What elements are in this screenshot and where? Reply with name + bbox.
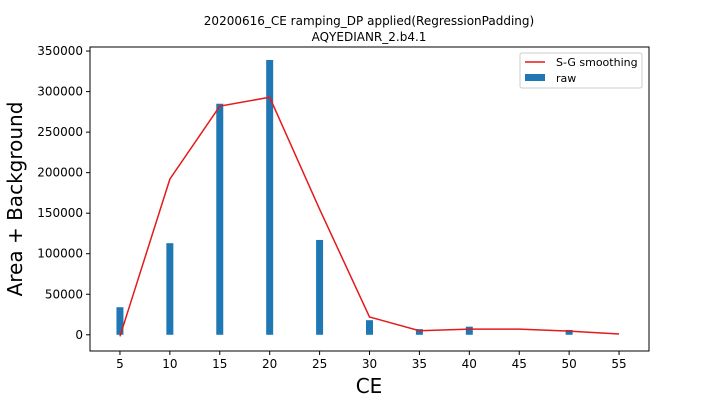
y-tick-label: 0	[75, 328, 83, 342]
x-tick-label: 50	[562, 357, 577, 371]
y-tick-label: 100000	[37, 247, 83, 261]
bar	[216, 103, 224, 335]
smoothing-line	[119, 96, 620, 337]
plot-frame	[89, 46, 650, 352]
legend: S-G smoothing raw	[519, 52, 643, 89]
x-tick-label: 25	[312, 357, 327, 371]
x-tick-label: 40	[462, 357, 477, 371]
bar	[166, 243, 174, 335]
y-tick-label: 200000	[37, 166, 83, 180]
bar	[316, 239, 324, 335]
legend-label-sg-smoothing: S-G smoothing	[556, 56, 638, 69]
x-tick-label: 10	[162, 357, 177, 371]
y-tick-label: 150000	[37, 206, 83, 220]
x-axis-ticks: 5 10 15 20 25 30 35 40 45 50 55	[116, 351, 627, 371]
legend-label-raw: raw	[556, 72, 576, 85]
bar	[415, 329, 423, 335]
chart-subtitle: AQYEDIANR_2.b4.1	[312, 30, 427, 44]
x-tick-label: 20	[262, 357, 277, 371]
legend-swatch-raw	[525, 74, 545, 81]
y-axis-label: Area + Background	[3, 102, 27, 297]
y-tick-label: 50000	[45, 287, 83, 301]
x-tick-label: 5	[116, 357, 124, 371]
x-tick-label: 15	[212, 357, 227, 371]
y-tick-label: 350000	[37, 44, 83, 58]
x-tick-label: 55	[611, 357, 626, 371]
x-tick-label: 35	[412, 357, 427, 371]
chart-title: 20200616_CE ramping_DP applied(Regressio…	[204, 14, 534, 28]
bar	[116, 307, 124, 335]
line-series-sg-smoothing	[119, 96, 620, 337]
legend-box	[519, 52, 643, 89]
bar-series-raw	[116, 59, 573, 335]
bar	[366, 320, 373, 335]
bar	[565, 329, 573, 335]
x-tick-label: 30	[362, 357, 377, 371]
bar	[266, 59, 274, 335]
y-tick-label: 250000	[37, 125, 83, 139]
y-axis-ticks: 0 50000 100000 150000 200000 250000 300000 3500…	[37, 44, 90, 342]
bar	[465, 326, 473, 335]
x-tick-label: 45	[512, 357, 527, 371]
x-axis-label: CE	[356, 374, 383, 398]
y-tick-label: 300000	[37, 85, 83, 99]
